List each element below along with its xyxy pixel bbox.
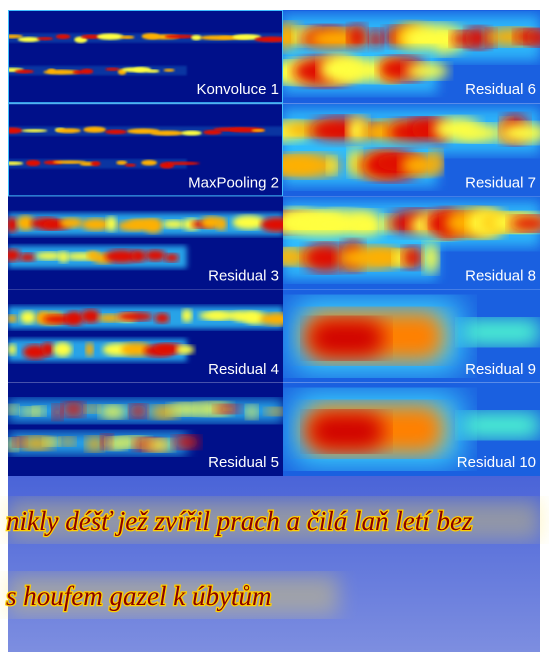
heat-blob: [155, 313, 170, 323]
heat-blob: [129, 404, 147, 417]
heat-blob: [56, 128, 81, 133]
heat-blob: [7, 315, 18, 323]
heat-blob: [120, 36, 135, 40]
heat-blob: [65, 311, 84, 325]
heat-blob: [165, 162, 199, 165]
panel-label: Residual 10: [457, 454, 536, 471]
heat-blob: [144, 219, 162, 233]
heat-blob: [97, 33, 124, 40]
heat-blob: [150, 130, 184, 135]
handwriting-line: s houfem gazel k úbytům: [6, 581, 271, 611]
heat-blob: [2, 127, 23, 133]
heat-blob: [116, 160, 127, 164]
panel-label: MaxPooling 2: [188, 174, 279, 191]
panel-label: Konvoluce 1: [196, 81, 279, 98]
heat-blob: [91, 161, 101, 166]
heat-blob: [165, 253, 179, 262]
heat-blob: [405, 63, 449, 79]
heat-blob: [182, 309, 193, 322]
panel-label: Residual 8: [465, 268, 536, 285]
heat-blob: [509, 216, 548, 232]
heat-blob: [216, 218, 226, 231]
heat-blob: [21, 129, 47, 132]
panel-label: Residual 4: [208, 361, 279, 378]
heat-blob: [369, 29, 383, 50]
heat-blob: [86, 437, 104, 451]
heat-blob: [125, 164, 137, 167]
heat-blob: [246, 405, 258, 419]
heat-blob: [162, 220, 185, 228]
heat-blob: [402, 246, 422, 268]
heat-blob: [62, 402, 84, 417]
heat-blob: [52, 405, 62, 420]
heat-blob: [1, 162, 23, 166]
heat-blob: [41, 343, 54, 357]
heat-blob: [308, 320, 385, 357]
heat-blob: [181, 131, 201, 136]
heat-blob: [59, 218, 83, 228]
figure: Konvoluce 1 MaxPooling 2 Residual 3 Residua…: [0, 0, 549, 660]
heat-blob: [117, 312, 152, 321]
heat-blob: [81, 218, 110, 230]
heat-blob: [8, 344, 16, 355]
heat-blob: [85, 405, 100, 413]
heat-blob: [105, 130, 127, 135]
heat-blob: [86, 342, 94, 356]
heat-blob: [19, 253, 35, 261]
heat-blob: [131, 250, 146, 262]
heat-blob: [423, 243, 439, 273]
heat-blob: [233, 215, 265, 229]
heat-blob: [18, 37, 40, 42]
heat-blob: [463, 413, 540, 438]
heat-blob: [165, 35, 194, 39]
heat-blob: [500, 123, 548, 143]
heat-blob: [81, 309, 100, 323]
heat-blob: [6, 405, 19, 414]
heat-blob: [81, 69, 93, 74]
heat-blob: [8, 66, 187, 76]
heat-blob: [56, 34, 71, 39]
heat-blob: [6, 217, 18, 232]
heat-blob: [35, 252, 63, 260]
heat-blob: [60, 437, 76, 446]
heat-blob: [173, 435, 200, 448]
handwriting-line: nikly déšť jež zvířil prach a čilá laň l…: [6, 506, 473, 536]
heat-blob: [145, 439, 173, 451]
heat-blob: [4, 249, 21, 261]
heat-blob: [20, 311, 36, 324]
heat-blob: [164, 69, 175, 72]
heat-blob: [457, 124, 503, 142]
panel-label: Residual 6: [465, 81, 536, 98]
heat-blob: [327, 156, 337, 174]
heat-blob: [37, 37, 53, 40]
heat-blob: [429, 150, 442, 174]
heat-blob: [106, 216, 116, 231]
panel-label: Residual 7: [465, 174, 536, 191]
heat-blob: [463, 320, 540, 345]
heat-blob: [348, 24, 367, 50]
heat-blob: [15, 70, 34, 74]
panel-label: Residual 5: [208, 454, 279, 471]
heat-blob: [44, 438, 60, 447]
heat-blob: [83, 127, 106, 133]
heat-blob: [105, 68, 119, 71]
panel-label: Residual 9: [465, 361, 536, 378]
heat-blob: [33, 406, 46, 416]
heat-blob: [1, 34, 23, 38]
heat-blob: [26, 160, 41, 166]
panel-label: Residual 3: [208, 268, 279, 285]
heat-blob: [147, 69, 160, 72]
heat-blob: [53, 342, 72, 357]
heat-blob: [251, 129, 265, 132]
heat-blob: [308, 413, 385, 450]
heat-blob: [145, 250, 166, 261]
heat-blob: [176, 345, 195, 354]
heat-blob: [141, 160, 157, 166]
heat-blob: [100, 405, 126, 418]
heat-blob: [214, 405, 241, 414]
